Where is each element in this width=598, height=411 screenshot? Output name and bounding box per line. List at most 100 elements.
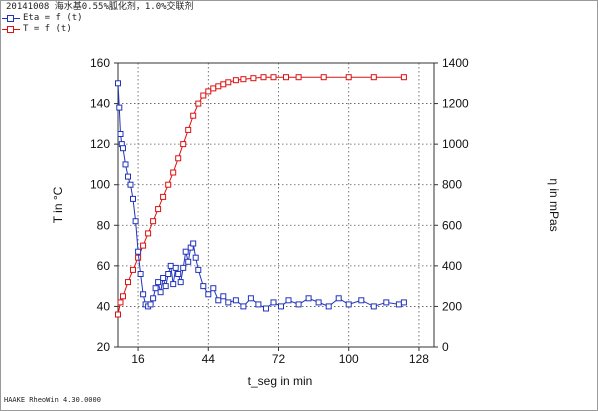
y-right-tick-label: 1400: [442, 56, 469, 70]
data-point-eta: [150, 295, 157, 302]
x-tick-label: 128: [409, 352, 429, 366]
data-point-eta: [295, 301, 302, 308]
data-point-eta: [395, 301, 402, 308]
y-right-tick-label: 1000: [442, 137, 469, 151]
data-point-eta: [172, 264, 179, 271]
data-point-temperature: [370, 74, 377, 81]
data-point-temperature: [320, 74, 327, 81]
data-point-temperature: [165, 181, 172, 188]
y-right-tick-label: 1200: [442, 97, 469, 111]
data-point-eta: [220, 293, 227, 300]
y-left-axis-title: T in °C: [51, 186, 65, 223]
legend-eta-marker-icon: [2, 14, 20, 23]
data-point-temperature: [200, 92, 207, 99]
data-point-eta: [152, 285, 159, 292]
x-tick-label: 100: [339, 352, 359, 366]
data-point-eta: [130, 195, 136, 202]
x-axis-title: t_seg in min: [248, 374, 313, 388]
legend-entry-temperature: T = f (t): [2, 24, 194, 35]
data-point-eta: [117, 131, 124, 137]
data-point-temperature: [170, 169, 177, 176]
data-point-eta: [383, 299, 390, 306]
data-point-temperature: [260, 74, 267, 81]
data-point-temperature: [400, 74, 407, 81]
data-point-eta: [240, 303, 247, 310]
data-point-temperature: [345, 74, 352, 81]
y-right-tick-label: 400: [442, 259, 462, 273]
data-point-eta: [190, 240, 197, 247]
data-point-eta: [247, 295, 254, 302]
y-left-tick-label: 80: [97, 218, 111, 232]
legend-title: 20141008 海水基0.55%胍化剂，1.0%交联剂: [6, 2, 194, 12]
data-point-eta: [120, 145, 126, 152]
data-point-temperature: [215, 83, 222, 90]
data-point-eta: [200, 283, 207, 290]
legend-temperature-label: T = f (t): [23, 24, 72, 34]
axis-ticks: 16 44 72 100 128 20 40 60 80 100 120 140 160 0 200 400 6…: [90, 56, 469, 366]
data-point-temperature: [232, 77, 239, 84]
data-point-eta: [210, 285, 217, 292]
y-right-tick-label: 800: [442, 178, 462, 192]
data-point-temperature: [210, 85, 217, 92]
data-point-temperature: [180, 141, 187, 148]
y-left-tick-label: 60: [97, 259, 111, 273]
data-point-temperature: [145, 230, 152, 237]
data-point-eta: [115, 80, 121, 87]
data-point-temperature: [150, 218, 157, 225]
data-point-eta: [160, 275, 167, 281]
data-point-eta: [165, 271, 172, 277]
y-right-axis-title: η in mPas: [547, 178, 561, 231]
data-point-eta: [122, 161, 129, 168]
data-point-eta: [147, 301, 154, 308]
data-point-eta: [192, 254, 199, 261]
plot-area-border: [117, 62, 435, 348]
series-layer: [115, 74, 407, 318]
legend: 20141008 海水基0.55%胍化剂，1.0%交联剂 Eta = f (t)…: [2, 2, 194, 35]
data-point-temperature: [120, 293, 126, 300]
data-point-temperature: [115, 311, 121, 318]
y-left-tick-label: 140: [90, 97, 110, 111]
data-point-temperature: [190, 112, 197, 119]
data-point-eta: [182, 248, 189, 255]
data-point-temperature: [125, 279, 131, 286]
y-left-tick-label: 100: [90, 178, 110, 192]
data-point-eta: [285, 297, 292, 304]
y-left-tick-label: 40: [97, 299, 111, 313]
x-tick-label: 72: [272, 352, 286, 366]
data-point-eta: [167, 262, 174, 269]
data-point-eta: [162, 283, 169, 290]
data-point-temperature: [160, 193, 167, 200]
legend-entry-eta: Eta = f (t): [2, 13, 194, 24]
y-left-tick-label: 20: [97, 340, 111, 354]
data-point-eta: [155, 279, 162, 286]
data-point-eta: [137, 271, 144, 277]
data-point-eta: [325, 303, 332, 310]
legend-eta-label: Eta = f (t): [23, 13, 83, 23]
y-left-tick-label: 120: [90, 137, 110, 151]
y-right-tick-label: 600: [442, 218, 462, 232]
data-point-eta: [127, 181, 134, 188]
data-point-eta: [315, 299, 322, 306]
data-point-eta: [232, 297, 239, 304]
data-point-eta: [116, 104, 123, 111]
data-point-eta: [125, 173, 131, 180]
data-point-eta: [132, 218, 139, 225]
data-point-temperature: [220, 81, 227, 88]
data-point-eta: [215, 297, 222, 304]
data-point-eta: [157, 289, 164, 296]
data-point-eta: [140, 291, 147, 298]
data-point-eta: [263, 305, 269, 312]
data-point-eta: [370, 303, 377, 310]
y-right-tick-label: 200: [442, 299, 462, 313]
legend-temperature-marker-icon: [2, 25, 20, 34]
footer-software-version: HAAKE RheoWin 4.30.0000: [4, 396, 101, 404]
data-point-temperature: [270, 74, 277, 81]
x-tick-label: 16: [131, 352, 145, 366]
x-tick-label: 44: [202, 352, 216, 366]
data-point-eta: [175, 271, 182, 277]
y-left-tick-label: 160: [90, 56, 110, 70]
data-point-eta: [305, 295, 312, 302]
data-point-temperature: [195, 100, 202, 107]
